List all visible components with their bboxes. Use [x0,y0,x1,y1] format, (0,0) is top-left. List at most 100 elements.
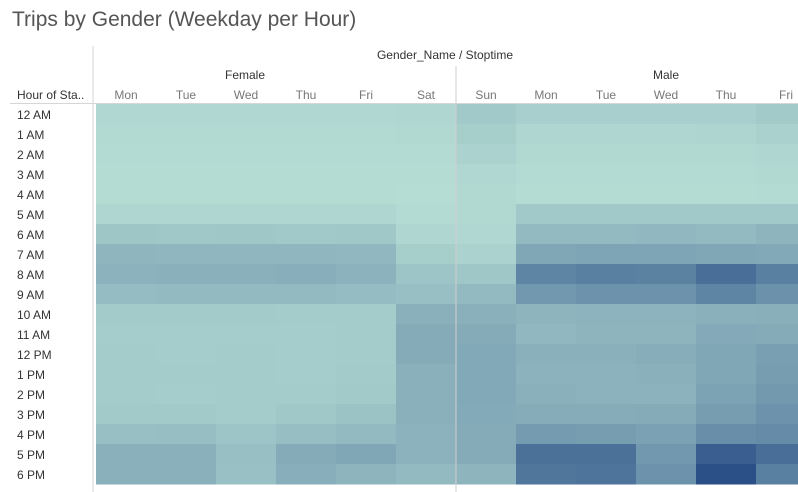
heatmap-cell [216,204,277,225]
heatmap-cell [276,164,337,185]
hour-label: 4 PM [17,428,45,442]
heatmap-cell [396,344,457,365]
heatmap-cell [396,244,457,265]
heatmap-cell [336,204,397,225]
heatmap-cell [696,464,757,485]
heatmap-cell [216,424,277,445]
hour-label: 8 AM [17,268,44,282]
heatmap-cell [696,364,757,385]
heatmap-cell [516,384,577,405]
heatmap-cell [396,384,457,405]
heatmap-cell [96,284,157,305]
heatmap-cell [96,244,157,265]
day-label: Thu [296,88,317,102]
heatmap-cell [576,344,637,365]
heatmap-cell [516,144,577,165]
day-label: Mon [534,88,557,102]
heatmap-cell [636,204,697,225]
heatmap-cell [696,124,757,145]
heatmap-cell [756,164,798,185]
heatmap-cell [96,444,157,465]
heatmap-cell [156,244,217,265]
heatmap-cell [216,164,277,185]
heatmap-cell [696,424,757,445]
heatmap-cell [396,164,457,185]
heatmap-cell [696,444,757,465]
heatmap-cell [396,284,457,305]
heatmap-cell [336,404,397,425]
heatmap-cell [216,144,277,165]
heatmap-cell [576,464,637,485]
heatmap-cell [696,204,757,225]
heatmap-cell [336,384,397,405]
heatmap-cell [696,304,757,325]
heatmap-cell [576,244,637,265]
heatmap-cell [216,244,277,265]
heatmap-cell [216,184,277,205]
heatmap-cell [636,284,697,305]
hour-label: 7 AM [17,248,44,262]
heatmap-cell [276,144,337,165]
heatmap-cell [456,264,517,285]
heatmap-cell [96,344,157,365]
heatmap-cell [396,144,457,165]
heatmap-cell [456,244,517,265]
heatmap-cell [96,164,157,185]
heatmap-cell [696,264,757,285]
heatmap-cell [396,184,457,205]
heatmap-cell [156,264,217,285]
heatmap-cell [636,384,697,405]
heatmap-cell [576,164,637,185]
heatmap-cell [516,304,577,325]
heatmap-cell [396,264,457,285]
heatmap-cell [636,404,697,425]
heatmap-cell [636,444,697,465]
heatmap-cell [276,344,337,365]
heatmap-cell [696,184,757,205]
heatmap-cell [396,324,457,345]
heatmap-cell [156,424,217,445]
heatmap-cell [456,224,517,245]
heatmap-cell [216,444,277,465]
day-label: Mon [114,88,137,102]
heatmap-cell [576,324,637,345]
heatmap-cell [576,124,637,145]
hour-label: 2 PM [17,388,45,402]
heatmap-cell [336,344,397,365]
heatmap-cell [396,424,457,445]
hour-label: 1 AM [17,128,44,142]
heatmap-cell [336,284,397,305]
heatmap-cell [516,264,577,285]
heatmap-cell [576,264,637,285]
heatmap-cell [576,184,637,205]
heatmap-cell [576,104,637,125]
heatmap-cell [216,124,277,145]
heatmap-cell [696,164,757,185]
heatmap-cell [96,264,157,285]
heatmap-cell [636,104,697,125]
heatmap-cell [396,204,457,225]
heatmap-cell [276,364,337,385]
heatmap-cell [276,424,337,445]
heatmap-cell [336,184,397,205]
hour-label: 3 PM [17,408,45,422]
heatmap-cell [696,284,757,305]
heatmap-cell [276,464,337,485]
group-label: Female [225,68,265,82]
heatmap-cell [516,404,577,425]
heatmap-cell [96,384,157,405]
hour-label: 6 AM [17,228,44,242]
heatmap-cell [276,284,337,305]
heatmap-cell [516,424,577,445]
heatmap-cell [336,104,397,125]
group-label: Male [653,68,679,82]
heatmap-cell [696,104,757,125]
heatmap-cell [576,204,637,225]
heatmap-cell [456,384,517,405]
heatmap-cell [636,124,697,145]
heatmap-cell [216,344,277,365]
heatmap-cell [576,224,637,245]
heatmap-cell [96,404,157,425]
heatmap-cell [336,424,397,445]
heatmap-cell [276,224,337,245]
